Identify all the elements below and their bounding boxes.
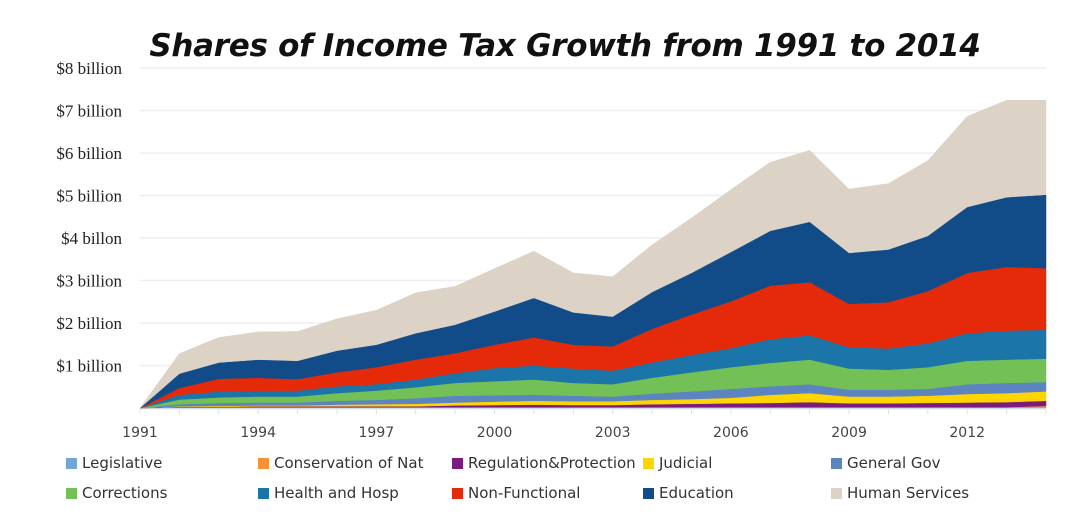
legend: Legislative Conservation of Nat Regulati… (0, 452, 1079, 512)
legend-label: Legislative (82, 454, 163, 472)
legend-item: General Gov (831, 454, 941, 472)
y-tick-label: $2 billion (56, 314, 122, 333)
legend-item: Non-Functional (452, 484, 580, 502)
y-tick-label: $5 billion (56, 187, 122, 206)
legend-swatch (831, 487, 842, 499)
legend-label: General Gov (847, 454, 941, 472)
legend-swatch (66, 457, 77, 469)
legend-item: Human Services (831, 484, 969, 502)
legend-label: Conservation of Nat (274, 454, 424, 472)
legend-swatch (258, 487, 269, 499)
legend-label: Non-Functional (468, 484, 581, 502)
legend-swatch (643, 487, 654, 499)
y-tick-label: $6 billion (56, 144, 122, 163)
legend-item: Corrections (66, 484, 167, 502)
legend-swatch (66, 487, 77, 499)
x-tick-label: 1994 (240, 425, 276, 441)
x-tick-label: 1991 (122, 425, 158, 441)
legend-swatch (452, 487, 463, 499)
x-tick-label: 2009 (831, 425, 867, 441)
x-tick-label: 2012 (949, 425, 985, 441)
x-tick-label: 2006 (713, 425, 749, 441)
x-tick-label: 1997 (359, 425, 395, 441)
y-tick-label: $7 billion (56, 102, 122, 121)
y-tick-label: $3 billion (56, 272, 122, 291)
y-tick-label: $1 billion (56, 357, 122, 376)
legend-item: Health and Hosp (258, 484, 399, 502)
legend-swatch (643, 457, 654, 469)
legend-item: Judicial (643, 454, 712, 472)
legend-label: Regulation&Protection (468, 454, 636, 472)
legend-label: Corrections (82, 484, 168, 502)
legend-item: Education (643, 484, 734, 502)
legend-swatch (452, 457, 463, 469)
legend-item: Regulation&Protection (452, 454, 636, 472)
legend-swatch (258, 457, 269, 469)
legend-label: Health and Hosp (274, 484, 399, 502)
legend-item: Legislative (66, 454, 162, 472)
legend-item: Conservation of Nat (258, 454, 423, 472)
chart-title: Shares of Income Tax Growth from 1991 to… (149, 28, 981, 64)
legend-swatch (831, 457, 842, 469)
legend-label: Human Services (847, 484, 970, 502)
legend-label: Education (659, 484, 734, 502)
x-tick-label: 2003 (595, 425, 631, 441)
y-tick-label: $4 billon (61, 229, 122, 248)
y-tick-label: $8 billion (56, 59, 122, 78)
legend-label: Judicial (659, 454, 713, 472)
area-human-services (139, 100, 1047, 409)
x-tick-label: 2000 (477, 425, 513, 441)
